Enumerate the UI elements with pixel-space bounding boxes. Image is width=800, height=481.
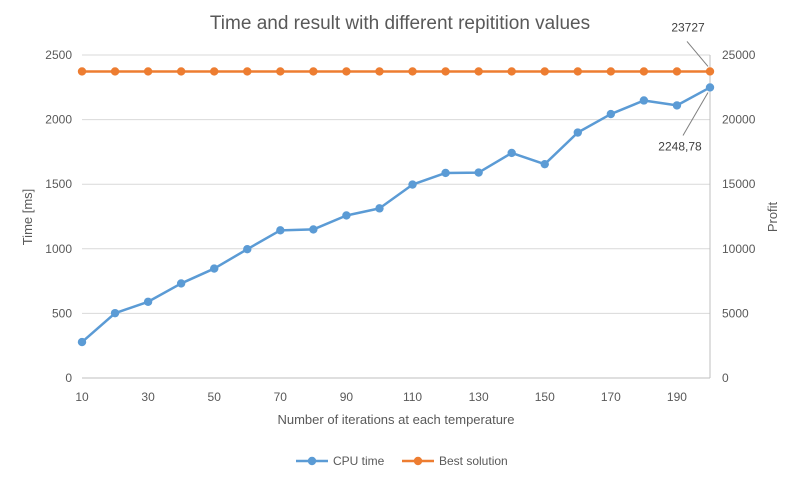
series-layer (77, 67, 715, 347)
gridlines (82, 54, 710, 314)
data-point (110, 308, 120, 318)
data-point (606, 109, 616, 119)
y-axis-title: Time [ms] (20, 189, 35, 246)
data-point (507, 148, 516, 158)
data-point (408, 180, 417, 189)
data-point (342, 211, 351, 220)
legend-entry: CPU time (333, 454, 385, 468)
data-point (639, 67, 649, 76)
x-tick-label: 50 (208, 390, 222, 404)
data-point (606, 67, 616, 76)
data-point (210, 67, 219, 76)
data-point (276, 67, 285, 76)
data-point (573, 128, 582, 137)
data-point (705, 83, 715, 92)
x-tick-label: 90 (340, 390, 354, 404)
data-point (143, 297, 153, 306)
data-point (243, 244, 252, 254)
x-axis-ticks: 10 30 50 70 90 110 130 150 170 190 (75, 390, 687, 404)
y-tick-label: 1500 (45, 177, 72, 191)
plot-frame (82, 55, 711, 379)
legend-marker (307, 456, 317, 466)
data-point (77, 337, 87, 347)
data-point (375, 67, 384, 76)
y2-axis-ticks: 0 5000 10000 15000 20000 25000 (722, 48, 756, 385)
data-point (342, 67, 351, 76)
legend-marker (413, 456, 423, 466)
x-tick-label: 70 (274, 390, 288, 404)
data-point (210, 264, 219, 273)
data-point (672, 67, 682, 76)
data-point (507, 67, 516, 76)
data-point (176, 67, 186, 76)
data-point (143, 67, 153, 76)
data-point (110, 67, 120, 76)
y2-tick-label: 20000 (722, 113, 756, 127)
data-label: 2248,78 (658, 139, 702, 153)
data-point (474, 67, 483, 76)
data-point (540, 67, 549, 76)
y-tick-label: 1000 (45, 242, 72, 256)
x-tick-label: 30 (141, 390, 155, 404)
x-tick-label: 190 (667, 390, 687, 404)
annotation-leader (682, 92, 709, 136)
data-point (243, 67, 252, 76)
x-tick-label: 150 (535, 390, 555, 404)
x-tick-label: 130 (469, 390, 489, 404)
data-point (573, 67, 582, 76)
y-tick-label: 0 (65, 371, 72, 385)
data-point (176, 279, 186, 288)
data-point (705, 67, 715, 76)
chart-title: Time and result with different repititio… (210, 13, 590, 34)
y-tick-label: 2500 (45, 48, 72, 62)
y2-tick-label: 25000 (722, 48, 756, 62)
y2-tick-label: 10000 (722, 242, 756, 256)
data-point (309, 225, 318, 234)
data-point (474, 168, 483, 177)
data-point (672, 101, 682, 110)
x-tick-label: 10 (75, 390, 89, 404)
data-point (375, 204, 384, 213)
data-point (77, 67, 87, 76)
series-line-cpu-time (81, 86, 711, 344)
annotation-leader (686, 41, 709, 67)
data-point (540, 159, 549, 169)
data-point (441, 67, 450, 76)
data-point (639, 96, 649, 105)
y2-tick-label: 5000 (722, 306, 749, 320)
data-point (408, 67, 417, 76)
y-axis-ticks: 0 500 1000 1500 2000 2500 (45, 48, 72, 385)
annotation-layer: 23727 2248,78 (658, 20, 709, 153)
y2-tick-label: 15000 (722, 177, 756, 191)
data-point (309, 67, 318, 76)
data-point (276, 226, 285, 235)
y2-axis-title: Profit (765, 201, 780, 232)
x-tick-label: 110 (403, 390, 422, 404)
x-tick-label: 170 (601, 390, 621, 404)
y-tick-label: 2000 (45, 113, 72, 127)
y-tick-label: 500 (52, 306, 72, 320)
data-point (441, 168, 450, 178)
data-label: 23727 (671, 20, 705, 34)
y2-tick-label: 0 (722, 371, 729, 385)
legend-entry: Best solution (439, 454, 508, 468)
x-axis-title: Number of iterations at each temperature (277, 412, 514, 427)
legend: CPU time Best solution (296, 454, 508, 468)
